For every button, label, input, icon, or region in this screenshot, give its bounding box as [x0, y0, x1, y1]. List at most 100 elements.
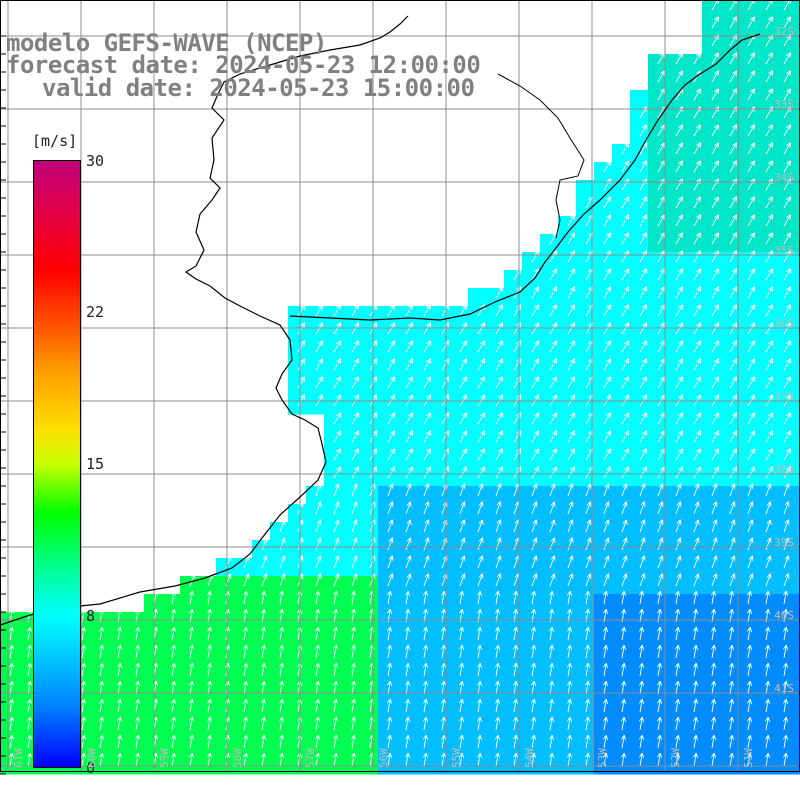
wind-arrow: [494, 626, 501, 641]
wind-arrow: [8, 734, 15, 749]
wind-cell: [648, 558, 667, 577]
wind-arrow: [675, 358, 683, 371]
wind-arrow: [116, 626, 123, 641]
wind-cell: [702, 90, 721, 109]
wind-arrow: [747, 573, 754, 587]
wind-cell: [378, 360, 397, 379]
wind-arrow: [260, 716, 267, 731]
wind-cell: [306, 486, 325, 505]
wind-arrow: [404, 662, 411, 677]
wind-cell: [540, 666, 559, 685]
wind-cell: [630, 234, 649, 253]
wind-arrow: [26, 698, 33, 713]
wind-cell: [504, 594, 523, 613]
wind-arrow: [422, 680, 429, 695]
wind-arrow: [620, 626, 627, 641]
wind-arrow: [657, 232, 665, 245]
wind-cell: [540, 648, 559, 667]
wind-cell: [648, 72, 667, 91]
wind-arrow: [315, 501, 322, 515]
wind-cell: [792, 540, 800, 559]
wind-cell: [162, 756, 181, 775]
wind-arrow: [423, 519, 430, 533]
wind-cell: [378, 414, 397, 433]
wind-arrow: [657, 483, 664, 497]
wind-arrow: [495, 448, 503, 461]
wind-cell: [576, 216, 595, 235]
wind-cell: [162, 612, 181, 631]
wind-cell: [540, 486, 559, 505]
wind-arrow: [116, 752, 123, 767]
wind-cell: [198, 666, 217, 685]
wind-cell: [306, 504, 325, 523]
wind-arrow: [711, 340, 719, 353]
wind-arrow: [567, 358, 575, 371]
wind-cell: [396, 720, 415, 739]
wind-cell: [108, 630, 127, 649]
wind-arrow: [620, 698, 627, 713]
wind-arrow: [711, 88, 719, 101]
wind-cell: [792, 54, 800, 73]
wind-cell: [792, 576, 800, 595]
wind-arrow: [80, 752, 87, 767]
wind-cell: [612, 396, 631, 415]
wind-arrow: [585, 483, 592, 497]
wind-cell: [666, 558, 685, 577]
wind-cell: [288, 540, 307, 559]
wind-arrow: [765, 501, 772, 515]
wind-cell: [342, 486, 361, 505]
wind-cell: [0, 666, 19, 685]
wind-arrow: [8, 644, 15, 659]
wind-cell: [216, 756, 235, 775]
wind-cell: [684, 270, 703, 289]
wind-cell: [666, 450, 685, 469]
wind-arrow: [639, 304, 647, 317]
wind-cell: [504, 468, 523, 487]
wind-arrow: [206, 716, 213, 731]
wind-cell: [540, 396, 559, 415]
wind-arrow: [423, 376, 431, 389]
wind-cell: [630, 450, 649, 469]
wind-cell: [378, 720, 397, 739]
wind-arrow: [729, 394, 737, 407]
wind-cell: [630, 468, 649, 487]
wind-arrow: [297, 394, 305, 407]
wind-cell: [702, 432, 721, 451]
wind-cell: [360, 450, 379, 469]
wind-cell: [576, 360, 595, 379]
wind-cell: [702, 342, 721, 361]
wind-cell: [720, 486, 739, 505]
wind-cell: [450, 720, 469, 739]
wind-cell: [576, 630, 595, 649]
wind-cell: [594, 270, 613, 289]
wind-arrow: [602, 716, 609, 731]
wind-arrow: [621, 430, 629, 443]
wind-arrow: [765, 573, 772, 587]
wind-arrow: [782, 680, 789, 695]
wind-arrow: [603, 537, 610, 551]
wind-arrow: [729, 124, 737, 137]
wind-arrow: [711, 178, 719, 191]
wind-cell: [522, 738, 541, 757]
wind-cell: [522, 702, 541, 721]
wind-cell: [702, 0, 721, 19]
wind-cell: [738, 540, 757, 559]
wind-arrow: [674, 662, 681, 677]
wind-cell: [162, 666, 181, 685]
wind-cell: [612, 270, 631, 289]
wind-arrow: [116, 734, 123, 749]
wind-arrow: [351, 340, 359, 353]
wind-cell: [792, 252, 800, 271]
wind-arrow: [765, 394, 773, 407]
wind-arrow: [693, 394, 701, 407]
wind-cell: [630, 378, 649, 397]
wind-arrow: [693, 232, 701, 245]
wind-cell: [144, 648, 163, 667]
wind-cell: [234, 756, 253, 775]
wind-arrow: [116, 662, 123, 677]
wind-cell: [342, 450, 361, 469]
wind-arrow: [783, 537, 790, 551]
wind-arrow: [333, 430, 341, 443]
wind-arrow: [692, 662, 699, 677]
wind-arrow: [170, 698, 177, 713]
